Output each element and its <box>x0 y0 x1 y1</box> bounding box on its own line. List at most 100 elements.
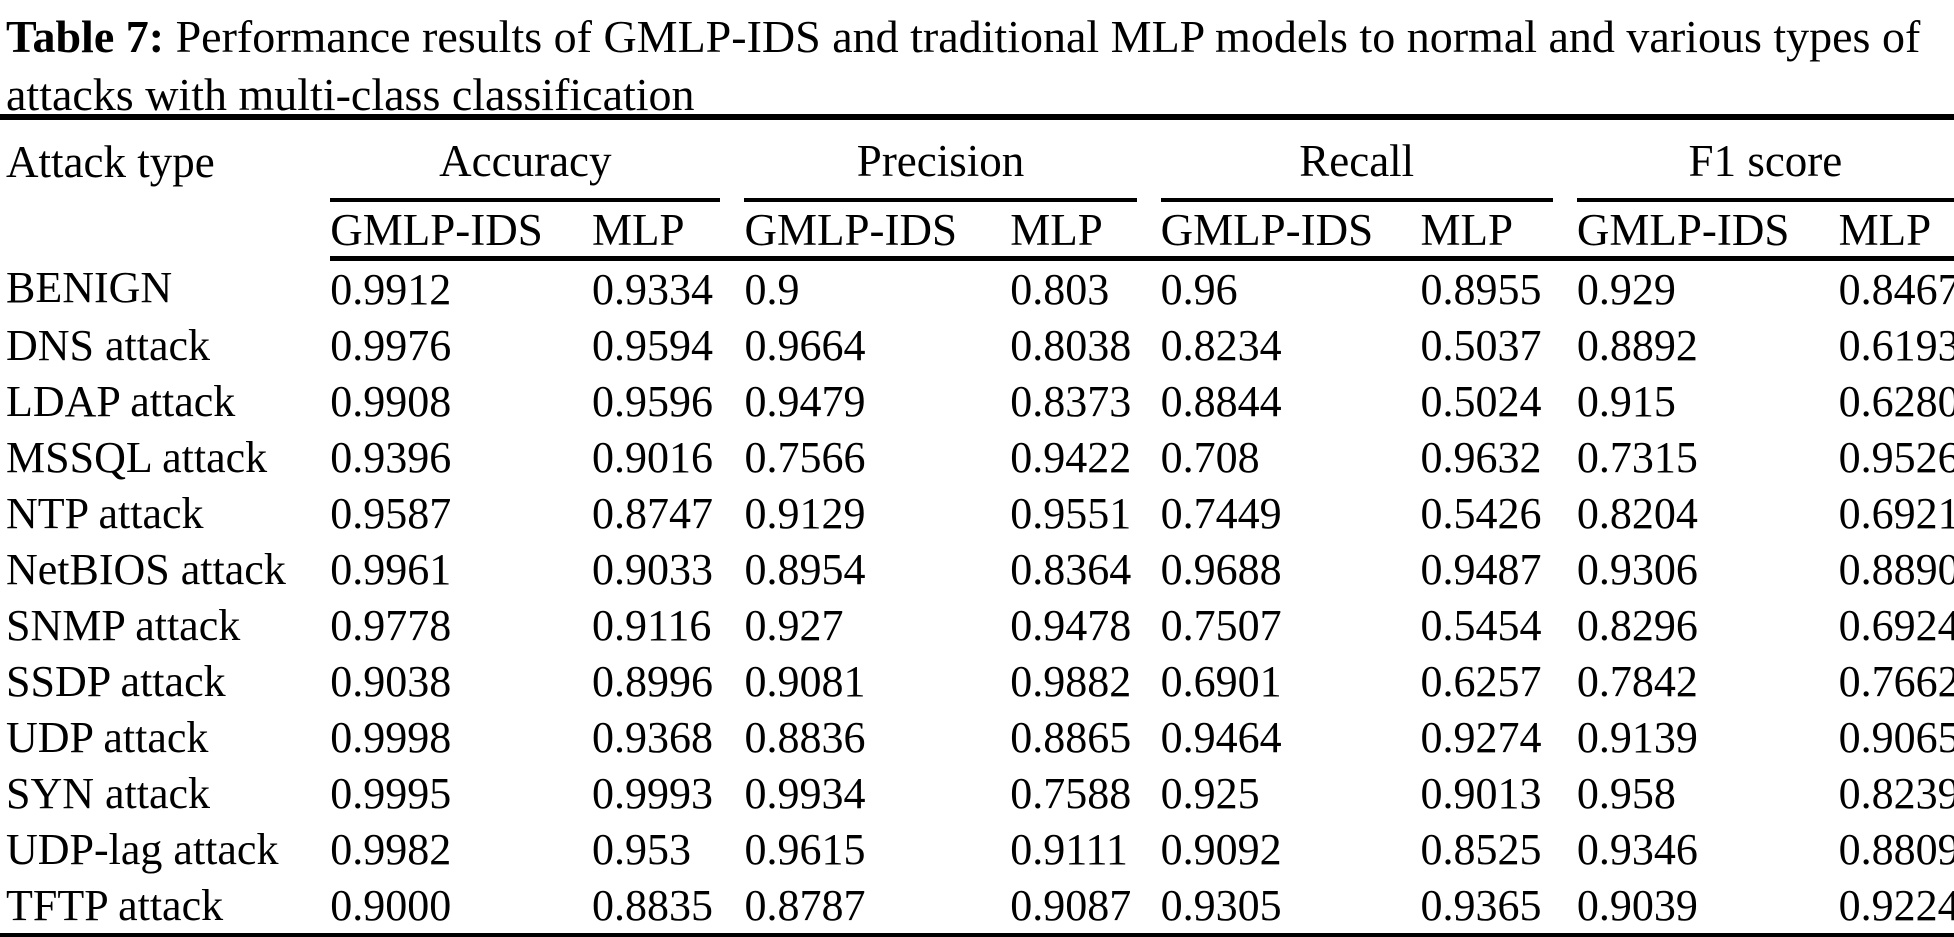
metric-value-cell: 0.6193 <box>1838 320 1954 370</box>
metric-value-cell: 0.8955 <box>1420 264 1542 314</box>
table-row: MSSQL attack 0.9396 0.9016 0.7566 0.9422… <box>0 429 1954 485</box>
metric-value-cell: 0.8996 <box>592 656 714 706</box>
metric-value-cell: 0.9000 <box>330 880 452 930</box>
attack-type-cell: SSDP attack <box>6 656 226 706</box>
metric-value-cell: 0.9464 <box>1160 712 1282 762</box>
group-header-accuracy: Accuracy <box>330 117 744 202</box>
metric-value-cell: 0.9908 <box>330 376 452 426</box>
metric-value-cell: 0.5037 <box>1420 320 1542 370</box>
metric-value-cell: 0.8234 <box>1160 320 1282 370</box>
table-row: SSDP attack 0.9038 0.8996 0.9081 0.9882 … <box>0 653 1954 709</box>
table-row: SYN attack 0.9995 0.9993 0.9934 0.7588 0… <box>0 765 1954 821</box>
metric-value-cell: 0.8364 <box>1010 544 1132 594</box>
metric-value-cell: 0.9016 <box>592 432 714 482</box>
metric-value-cell: 0.9039 <box>1576 880 1698 930</box>
table-caption: Table 7: Performance results of GMLP-IDS… <box>0 0 1954 120</box>
metric-value-cell: 0.958 <box>1576 768 1676 818</box>
metric-value-cell: 0.9368 <box>592 712 714 762</box>
metric-value-cell: 0.9334 <box>592 264 714 314</box>
metric-value-cell: 0.9998 <box>330 712 452 762</box>
metric-value-cell: 0.8836 <box>744 712 866 762</box>
group-header-f1-score-label: F1 score <box>1688 136 1843 186</box>
metric-value-cell: 0.7842 <box>1576 656 1698 706</box>
metric-value-cell: 0.9479 <box>744 376 866 426</box>
metric-value-cell: 0.8787 <box>744 880 866 930</box>
table-row: TFTP attack 0.9000 0.8835 0.8787 0.9087 … <box>0 877 1954 937</box>
metric-value-cell: 0.9993 <box>592 768 714 818</box>
table-caption-text: Performance results of GMLP-IDS and trad… <box>6 11 1921 120</box>
table-row: UDP-lag attack 0.9982 0.953 0.9615 0.911… <box>0 821 1954 877</box>
metric-value-cell: 0.9013 <box>1420 768 1542 818</box>
group-header-row: Attack type Accuracy Precision Recall F1… <box>0 117 1954 202</box>
table-body: BENIGN 0.9912 0.9334 0.9 0.803 0.96 0.89… <box>0 259 1954 937</box>
metric-value-cell: 0.5024 <box>1420 376 1542 426</box>
metric-value-cell: 0.8204 <box>1576 488 1698 538</box>
metric-value-cell: 0.6901 <box>1160 656 1282 706</box>
metric-value-cell: 0.9 <box>744 264 800 314</box>
metric-value-cell: 0.7662 <box>1838 656 1954 706</box>
metric-value-cell: 0.9274 <box>1420 712 1542 762</box>
metric-value-cell: 0.915 <box>1576 376 1676 426</box>
metric-value-cell: 0.9551 <box>1010 488 1132 538</box>
attack-type-cell: TFTP attack <box>6 880 224 930</box>
metric-value-cell: 0.9688 <box>1160 544 1282 594</box>
metric-value-cell: 0.9116 <box>592 600 712 650</box>
col-header-attack-type: Attack type <box>6 137 215 187</box>
metric-value-cell: 0.9065 <box>1838 712 1954 762</box>
metric-value-cell: 0.9111 <box>1010 824 1128 874</box>
metric-value-cell: 0.9396 <box>330 432 452 482</box>
metric-value-cell: 0.7315 <box>1576 432 1698 482</box>
metric-value-cell: 0.9912 <box>330 264 452 314</box>
attack-type-cell: UDP-lag attack <box>6 824 279 874</box>
metric-value-cell: 0.8038 <box>1010 320 1132 370</box>
metric-value-cell: 0.9346 <box>1576 824 1698 874</box>
subheader-recall-gmlp-ids: GMLP-IDS <box>1160 202 1421 261</box>
metric-value-cell: 0.9487 <box>1420 544 1542 594</box>
subheader-f1-mlp: MLP <box>1838 202 1954 261</box>
metric-value-cell: 0.9976 <box>330 320 452 370</box>
metric-value-cell: 0.96 <box>1160 264 1238 314</box>
metric-value-cell: 0.8239 <box>1838 768 1954 818</box>
metric-value-cell: 0.9596 <box>592 376 714 426</box>
metric-value-cell: 0.9129 <box>744 488 866 538</box>
metric-value-cell: 0.5426 <box>1420 488 1542 538</box>
metric-value-cell: 0.6921 <box>1838 488 1954 538</box>
subheader-accuracy-gmlp-ids: GMLP-IDS <box>330 202 593 261</box>
metric-value-cell: 0.9615 <box>744 824 866 874</box>
metric-value-cell: 0.9882 <box>1010 656 1132 706</box>
metric-value-cell: 0.9139 <box>1576 712 1698 762</box>
metric-value-cell: 0.9995 <box>330 768 452 818</box>
metric-value-cell: 0.7566 <box>744 432 866 482</box>
subheader-recall-mlp: MLP <box>1420 202 1577 261</box>
metric-value-cell: 0.8747 <box>592 488 714 538</box>
metric-value-cell: 0.9934 <box>744 768 866 818</box>
metric-value-cell: 0.8835 <box>592 880 714 930</box>
metric-value-cell: 0.7507 <box>1160 600 1282 650</box>
metric-value-cell: 0.8296 <box>1576 600 1698 650</box>
subheader-row: GMLP-IDS MLP GMLP-IDS MLP GMLP-IDS MLP G… <box>0 202 1954 261</box>
metric-value-cell: 0.9305 <box>1160 880 1282 930</box>
metric-value-cell: 0.9478 <box>1010 600 1132 650</box>
metric-value-cell: 0.9526 <box>1838 432 1954 482</box>
subheader-f1-gmlp-ids: GMLP-IDS <box>1576 202 1839 261</box>
metric-value-cell: 0.7588 <box>1010 768 1132 818</box>
group-header-f1-score: F1 score <box>1576 117 1954 202</box>
metric-value-cell: 0.9422 <box>1010 432 1132 482</box>
metric-value-cell: 0.9092 <box>1160 824 1282 874</box>
metric-value-cell: 0.8954 <box>744 544 866 594</box>
table-row: BENIGN 0.9912 0.9334 0.9 0.803 0.96 0.89… <box>0 259 1954 318</box>
metric-value-cell: 0.8525 <box>1420 824 1542 874</box>
group-header-precision-label: Precision <box>856 136 1025 186</box>
metric-value-cell: 0.9594 <box>592 320 714 370</box>
metric-value-cell: 0.929 <box>1576 264 1676 314</box>
metric-value-cell: 0.927 <box>744 600 844 650</box>
metric-value-cell: 0.8844 <box>1160 376 1282 426</box>
metric-value-cell: 0.6257 <box>1420 656 1542 706</box>
table-row: LDAP attack 0.9908 0.9596 0.9479 0.8373 … <box>0 373 1954 429</box>
metric-value-cell: 0.708 <box>1160 432 1260 482</box>
group-header-accuracy-label: Accuracy <box>439 136 612 186</box>
metric-value-cell: 0.6280 <box>1838 376 1954 426</box>
table-caption-label: Table 7: <box>6 11 165 62</box>
metric-value-cell: 0.9587 <box>330 488 452 538</box>
